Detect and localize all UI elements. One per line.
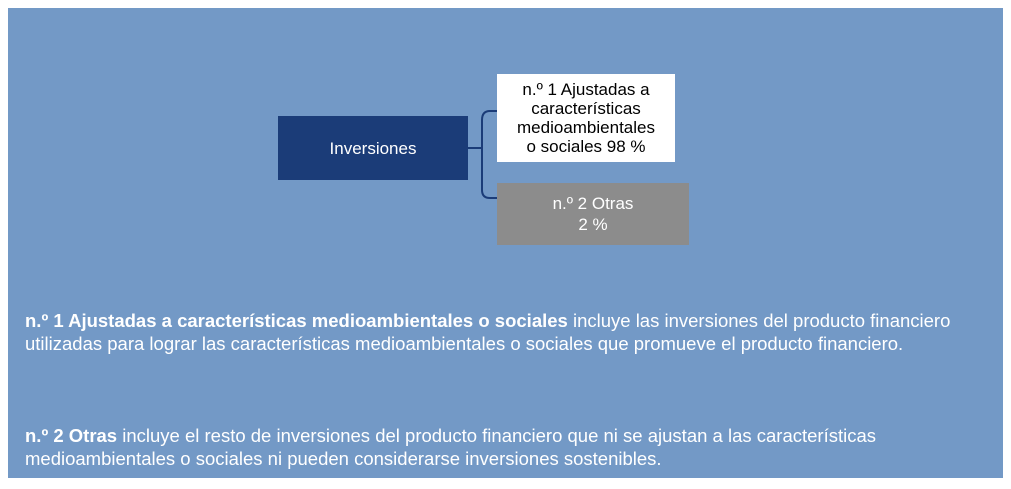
bracket (468, 110, 497, 199)
note-bold: n.º 1 Ajustadas a características medioa… (25, 310, 568, 331)
note-text: incluye el resto de inversiones del prod… (25, 425, 877, 469)
branch-line: 2 % (578, 215, 608, 234)
panel: Inversiones n.º 1 Ajustadas a característ… (8, 8, 1003, 478)
root-node: Inversiones (278, 116, 468, 180)
branch-line: n.º 2 Otras (552, 194, 634, 213)
branch-line: medioambientales (517, 118, 655, 137)
connectors (468, 110, 497, 199)
branch-node: n.º 1 Ajustadas a características medioamb… (497, 74, 675, 162)
branch-line: n.º 1 Ajustadas a (522, 80, 650, 99)
note-bold: n.º 2 Otras (25, 425, 118, 446)
note-text: incluye las inversiones del producto fin… (25, 310, 951, 354)
note: n.º 2 Otras incluye el resto de inversio… (25, 424, 1003, 470)
root-label: Inversiones (329, 138, 417, 158)
branch-line: características (531, 99, 641, 118)
branch-line: o sociales 98 % (526, 137, 646, 156)
note: n.º 1 Ajustadas a características medioa… (25, 309, 985, 355)
branch-node: n.º 2 Otras 2 % (497, 183, 689, 245)
